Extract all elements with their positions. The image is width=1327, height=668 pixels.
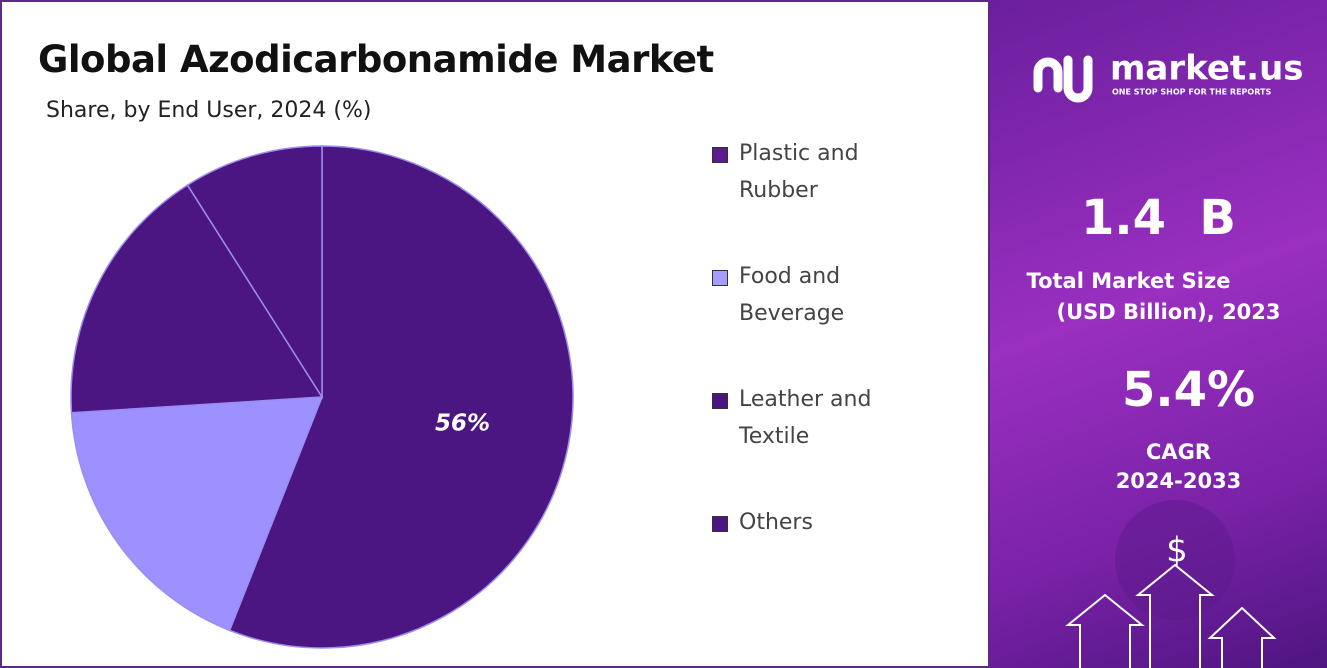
- cagr-label: CAGR: [1145, 440, 1212, 464]
- legend-item: Others: [712, 504, 919, 541]
- cagr: 5.4%: [1121, 362, 1256, 418]
- chart-subtitle: Share, by End User, 2024 (%): [46, 98, 372, 123]
- decoration: market.us ONE STOP SHOP FOR THE REPORTS …: [1033, 49, 1304, 668]
- data-label: 56%: [435, 410, 490, 436]
- legend-label: Food and Beverage: [739, 264, 845, 326]
- sidebar: market.us ONE STOP SHOP FOR THE REPORTS …: [990, 0, 1327, 668]
- legend-swatch: [712, 393, 728, 409]
- legend-swatch: [712, 270, 728, 286]
- chart-panel: Global Azodicarbonamide Market Share, by…: [0, 0, 990, 668]
- legend-label: Leather and Textile: [739, 387, 872, 449]
- legend-label: Others: [739, 510, 813, 535]
- legend-item: Food and Beverage: [712, 258, 919, 332]
- legend-item: Plastic and Rubber: [712, 135, 919, 209]
- pie-slice: [228, 145, 574, 649]
- legend-swatch: [712, 516, 728, 532]
- brand: market.us: [1110, 49, 1304, 89]
- legend-label: Plastic and Rubber: [739, 141, 859, 203]
- cagr-label: 2024-2033: [1115, 469, 1242, 493]
- chart-title: Global Azodicarbonamide Market: [38, 38, 714, 81]
- legend-item: Leather and Textile: [712, 381, 919, 455]
- pie-slice: [70, 184, 324, 414]
- pie-chart: 56%: [70, 145, 574, 649]
- market-size-label: (USD Billion), 2023: [1056, 300, 1281, 324]
- dollar-sign: $: [1166, 531, 1188, 571]
- market-size: 1.4 B: [1080, 190, 1237, 246]
- tagline: ONE STOP SHOP FOR THE REPORTS: [1112, 88, 1271, 97]
- market-size-label: Total Market Size: [1026, 269, 1231, 293]
- pie-slice: [70, 396, 324, 632]
- legend-swatch: [712, 147, 728, 163]
- pie-slice: [186, 145, 323, 400]
